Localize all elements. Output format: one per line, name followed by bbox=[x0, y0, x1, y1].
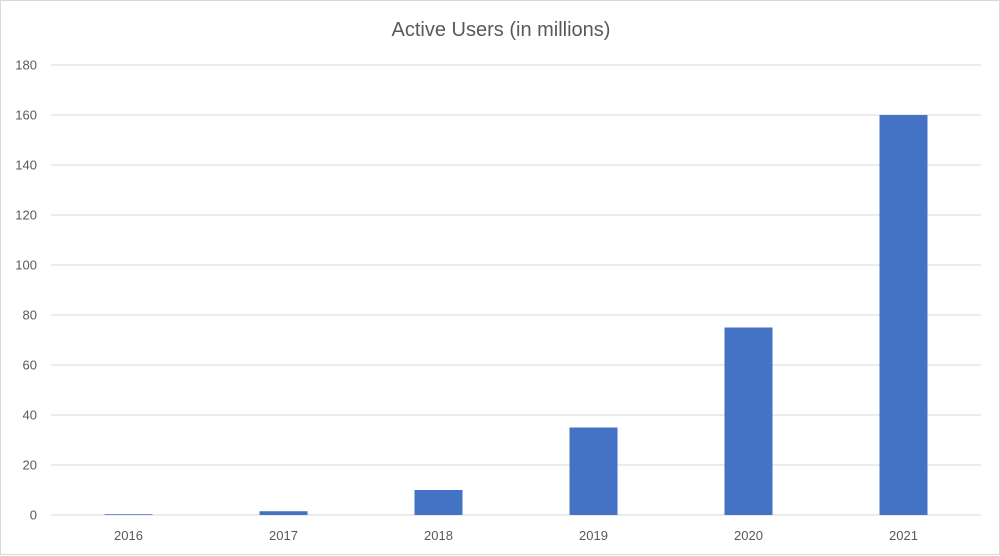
chart-title: Active Users (in millions) bbox=[391, 19, 611, 41]
bar-2018 bbox=[414, 490, 463, 515]
y-tick-label: 60 bbox=[23, 358, 37, 373]
x-tick-label: 2020 bbox=[734, 528, 763, 543]
bar-2016 bbox=[104, 514, 153, 515]
y-tick-label: 100 bbox=[15, 258, 37, 273]
y-tick-label: 160 bbox=[15, 108, 37, 123]
x-tick-label: 2016 bbox=[114, 528, 143, 543]
gridlines bbox=[51, 64, 981, 516]
bars bbox=[104, 115, 928, 515]
x-tick-label: 2019 bbox=[579, 528, 608, 543]
bar-2021 bbox=[879, 115, 928, 515]
bar-2020 bbox=[724, 327, 773, 515]
x-tick-label: 2021 bbox=[889, 528, 918, 543]
y-tick-label: 120 bbox=[15, 208, 37, 223]
y-tick-label: 20 bbox=[23, 458, 37, 473]
y-tick-label: 140 bbox=[15, 158, 37, 173]
x-tick-label: 2017 bbox=[269, 528, 298, 543]
bar-2017 bbox=[259, 511, 308, 515]
y-axis-ticks: 0 20 40 60 80 100 120 140 160 180 bbox=[15, 58, 37, 523]
y-tick-label: 180 bbox=[15, 58, 37, 73]
y-tick-label: 0 bbox=[30, 508, 37, 523]
y-tick-label: 40 bbox=[23, 408, 37, 423]
y-tick-label: 80 bbox=[23, 308, 37, 323]
bar-2019 bbox=[569, 427, 618, 515]
x-axis-ticks: 2016 2017 2018 2019 2020 2021 bbox=[114, 528, 918, 543]
x-tick-label: 2018 bbox=[424, 528, 453, 543]
